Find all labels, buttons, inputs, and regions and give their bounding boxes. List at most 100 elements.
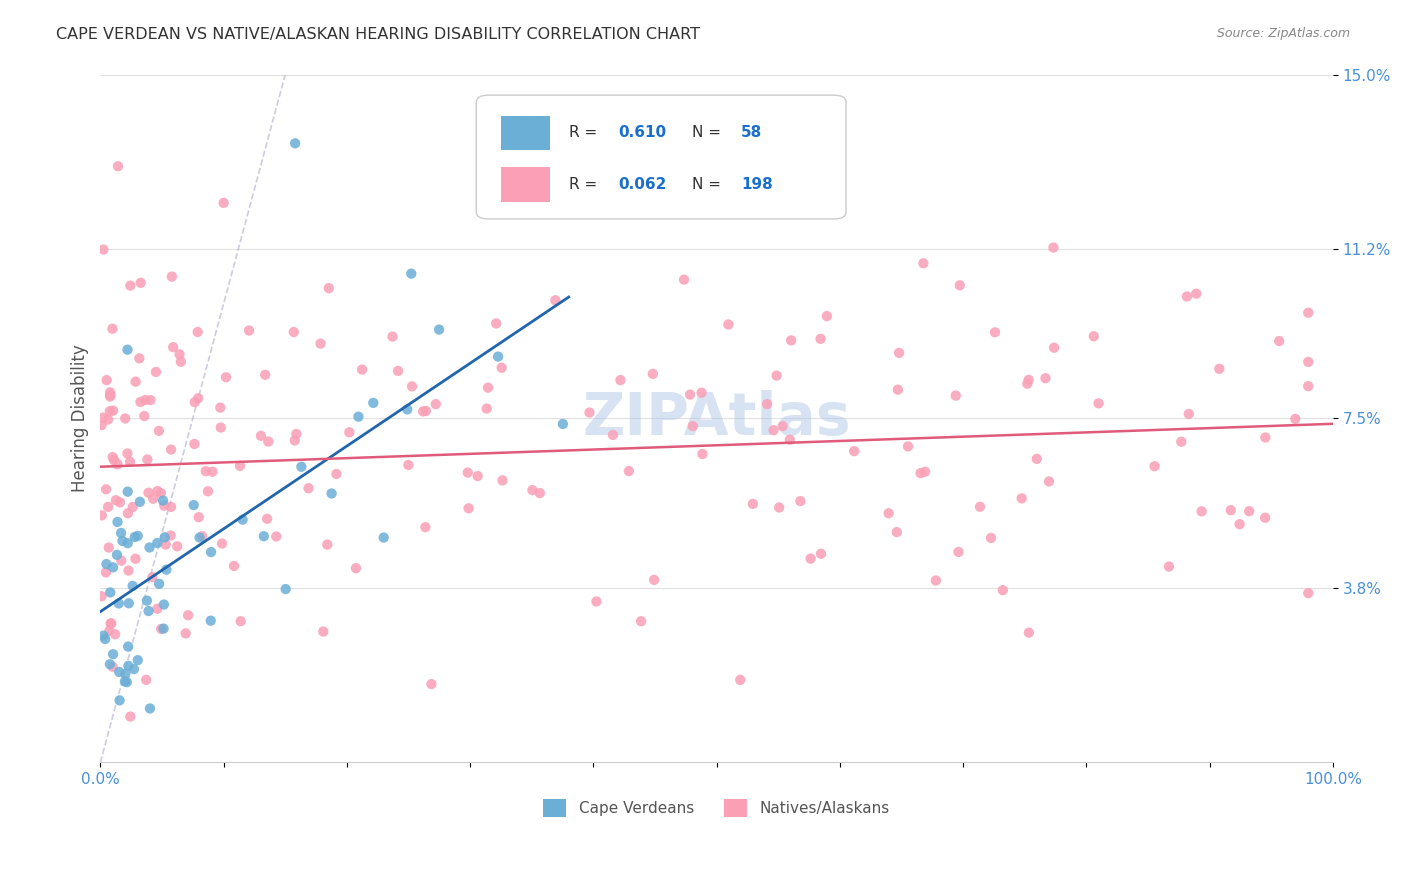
Natives/Alaskans: [1296, 586, 1319, 600]
Natives/Alaskans: [1018, 373, 1040, 387]
Natives/Alaskans: [145, 365, 167, 379]
Natives/Alaskans: [166, 539, 188, 553]
Natives/Alaskans: [283, 325, 305, 339]
Natives/Alaskans: [104, 493, 127, 508]
Natives/Alaskans: [90, 508, 112, 523]
Cape Verdeans: [118, 596, 141, 610]
Cape Verdeans: [138, 541, 160, 555]
Natives/Alaskans: [187, 391, 209, 405]
Natives/Alaskans: [810, 547, 832, 561]
Natives/Alaskans: [682, 419, 704, 434]
Natives/Alaskans: [209, 401, 232, 415]
Cape Verdeans: [108, 597, 131, 611]
Natives/Alaskans: [491, 360, 513, 375]
Natives/Alaskans: [815, 309, 838, 323]
Natives/Alaskans: [980, 531, 1002, 545]
Cape Verdeans: [107, 515, 129, 529]
Natives/Alaskans: [887, 383, 910, 397]
Text: 198: 198: [741, 178, 773, 192]
Natives/Alaskans: [94, 483, 117, 497]
Natives/Alaskans: [467, 469, 489, 483]
Natives/Alaskans: [1229, 517, 1251, 532]
Natives/Alaskans: [194, 464, 217, 478]
Natives/Alaskans: [209, 420, 232, 434]
Natives/Alaskans: [309, 336, 332, 351]
Natives/Alaskans: [1035, 371, 1057, 385]
Natives/Alaskans: [134, 409, 156, 423]
Cape Verdeans: [114, 674, 136, 689]
Natives/Alaskans: [1208, 361, 1230, 376]
Natives/Alaskans: [139, 393, 162, 408]
Natives/Alaskans: [155, 538, 177, 552]
Natives/Alaskans: [285, 426, 308, 441]
Natives/Alaskans: [117, 506, 139, 520]
Natives/Alaskans: [1254, 430, 1277, 444]
Cape Verdeans: [321, 486, 343, 500]
Natives/Alaskans: [1237, 504, 1260, 518]
Natives/Alaskans: [136, 452, 159, 467]
Cape Verdeans: [117, 658, 139, 673]
Natives/Alaskans: [779, 433, 801, 447]
Natives/Alaskans: [121, 500, 143, 514]
Natives/Alaskans: [1043, 341, 1066, 355]
Natives/Alaskans: [212, 195, 235, 210]
Cape Verdeans: [105, 548, 128, 562]
Natives/Alaskans: [641, 367, 664, 381]
Natives/Alaskans: [120, 709, 142, 723]
Natives/Alaskans: [91, 410, 114, 425]
Natives/Alaskans: [1219, 503, 1241, 517]
Text: N =: N =: [692, 126, 725, 141]
Natives/Alaskans: [1191, 504, 1213, 518]
Natives/Alaskans: [97, 500, 120, 514]
Natives/Alaskans: [138, 485, 160, 500]
Cape Verdeans: [401, 267, 423, 281]
Text: N =: N =: [692, 178, 725, 192]
Natives/Alaskans: [630, 614, 652, 628]
Natives/Alaskans: [160, 442, 183, 457]
Natives/Alaskans: [128, 351, 150, 366]
Natives/Alaskans: [457, 501, 479, 516]
Cape Verdeans: [108, 665, 131, 679]
Cape Verdeans: [117, 536, 139, 550]
Natives/Alaskans: [90, 418, 112, 433]
Natives/Alaskans: [177, 608, 200, 623]
Natives/Alaskans: [150, 622, 173, 636]
Natives/Alaskans: [768, 500, 790, 515]
Text: CAPE VERDEAN VS NATIVE/ALASKAN HEARING DISABILITY CORRELATION CHART: CAPE VERDEAN VS NATIVE/ALASKAN HEARING D…: [56, 27, 700, 42]
Cape Verdeans: [188, 531, 211, 545]
Cape Verdeans: [110, 526, 132, 541]
Cape Verdeans: [135, 593, 157, 607]
Natives/Alaskans: [948, 545, 970, 559]
Natives/Alaskans: [229, 614, 252, 628]
Cape Verdeans: [274, 582, 297, 596]
Y-axis label: Hearing Disability: Hearing Disability: [72, 344, 89, 492]
Natives/Alaskans: [149, 486, 172, 500]
Natives/Alaskans: [387, 364, 409, 378]
Natives/Alaskans: [415, 404, 437, 418]
Natives/Alaskans: [312, 624, 335, 639]
Natives/Alaskans: [101, 450, 124, 464]
Natives/Alaskans: [420, 677, 443, 691]
Natives/Alaskans: [925, 574, 948, 588]
Cape Verdeans: [139, 701, 162, 715]
Natives/Alaskans: [945, 389, 967, 403]
Natives/Alaskans: [169, 347, 191, 361]
Text: 58: 58: [741, 126, 762, 141]
Natives/Alaskans: [98, 389, 121, 403]
Natives/Alaskans: [118, 455, 141, 469]
Cape Verdeans: [93, 629, 115, 643]
Natives/Alaskans: [114, 411, 136, 425]
Natives/Alaskans: [1143, 459, 1166, 474]
Natives/Alaskans: [97, 412, 120, 426]
Natives/Alaskans: [381, 329, 404, 343]
Natives/Alaskans: [160, 269, 183, 284]
Natives/Alaskans: [96, 373, 118, 387]
Cape Verdeans: [121, 579, 143, 593]
Natives/Alaskans: [100, 616, 122, 631]
Cape Verdeans: [290, 459, 312, 474]
Natives/Alaskans: [1175, 289, 1198, 303]
Natives/Alaskans: [104, 627, 127, 641]
Cape Verdeans: [111, 533, 134, 548]
Natives/Alaskans: [741, 497, 763, 511]
Text: R =: R =: [568, 126, 602, 141]
